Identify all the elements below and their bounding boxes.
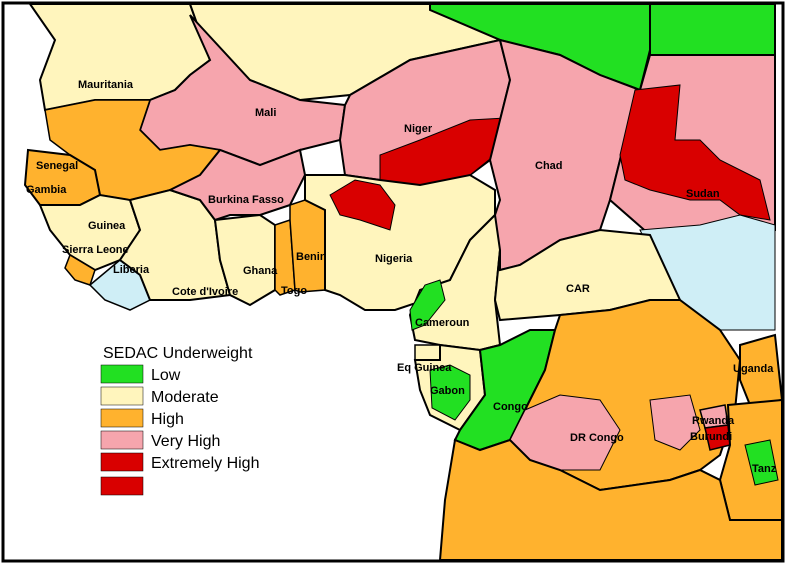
legend-swatch-extremely-high bbox=[100, 452, 144, 472]
legend-swatch-very-high bbox=[100, 430, 144, 450]
label-car: CAR bbox=[566, 283, 590, 295]
region-gabon-green bbox=[429, 364, 471, 421]
region-benin bbox=[289, 199, 326, 293]
legend-swatch-extra bbox=[100, 476, 144, 496]
label-benin: Benin bbox=[296, 251, 327, 263]
label-chad: Chad bbox=[535, 160, 563, 172]
legend-swatch-low bbox=[100, 364, 144, 384]
label-gabon: Gabon bbox=[430, 385, 465, 397]
legend-label-low: Low bbox=[151, 367, 181, 384]
region-burkina-faso bbox=[167, 148, 307, 222]
label-togo: Togo bbox=[281, 285, 307, 297]
label-mauritania: Mauritania bbox=[78, 79, 134, 91]
label-cameroun: Cameroun bbox=[415, 317, 470, 329]
legend-swatch-moderate bbox=[100, 386, 144, 406]
label-guinea: Guinea bbox=[88, 220, 126, 232]
legend-swatch-high bbox=[100, 408, 144, 428]
region-dr-congo-pink-east bbox=[649, 394, 701, 451]
label-niger: Niger bbox=[404, 123, 433, 135]
label-senegal: Senegal bbox=[36, 160, 78, 172]
region-togo bbox=[274, 218, 296, 296]
region-eq-guinea bbox=[414, 344, 441, 361]
legend-label-high: High bbox=[151, 411, 184, 428]
label-rwanda: Rwanda bbox=[692, 415, 735, 427]
label-eq-guinea: Eq Guinea bbox=[397, 362, 452, 374]
legend-label-moderate: Moderate bbox=[151, 389, 219, 406]
label-burundi: Burundi bbox=[690, 431, 732, 443]
label-liberia: Liberia bbox=[113, 264, 150, 276]
region-north-green-east bbox=[649, 3, 776, 56]
region-cameroun-green bbox=[409, 279, 446, 331]
map-regions bbox=[23, 3, 784, 561]
legend-title: SEDAC Underweight bbox=[103, 345, 253, 362]
label-sudan: Sudan bbox=[686, 188, 720, 200]
legend: SEDAC Underweight Low Moderate High Very… bbox=[95, 338, 300, 508]
label-uganda: Uganda bbox=[733, 363, 774, 375]
label-gambia: Gambia bbox=[26, 184, 67, 196]
region-nigeria-red bbox=[329, 179, 396, 231]
label-tanzania: Tanz bbox=[752, 463, 777, 475]
label-mali: Mali bbox=[255, 107, 276, 119]
label-congo: Congo bbox=[493, 401, 528, 413]
label-cote-divoire: Cote d'Ivoire bbox=[172, 286, 238, 298]
label-dr-congo: DR Congo bbox=[570, 432, 624, 444]
legend-label-extremely-high: Extremely High bbox=[151, 455, 259, 472]
region-ghana bbox=[213, 213, 276, 307]
region-tanzania-green bbox=[744, 439, 779, 486]
country-labels: Mauritania Mali Niger Chad Sudan Senegal… bbox=[26, 79, 777, 475]
region-sierra-leone bbox=[64, 253, 96, 286]
label-burkina-faso: Burkina Fasso bbox=[208, 194, 284, 206]
label-nigeria: Nigeria bbox=[375, 253, 413, 265]
label-sierra-leone: Sierra Leone bbox=[62, 244, 129, 256]
legend-label-very-high: Very High bbox=[151, 433, 220, 450]
label-ghana: Ghana bbox=[243, 265, 278, 277]
region-sudan-red bbox=[619, 84, 771, 221]
